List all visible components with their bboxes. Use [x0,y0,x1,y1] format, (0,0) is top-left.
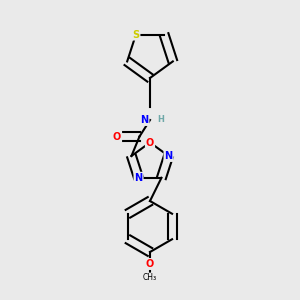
Text: H: H [158,116,164,124]
Text: N: N [134,173,142,183]
Text: N: N [140,115,148,125]
Text: O: O [113,131,121,142]
Text: N: N [164,151,172,161]
Text: O: O [146,259,154,269]
Text: O: O [146,137,154,148]
Text: S: S [132,30,140,40]
Text: CH₃: CH₃ [143,273,157,282]
